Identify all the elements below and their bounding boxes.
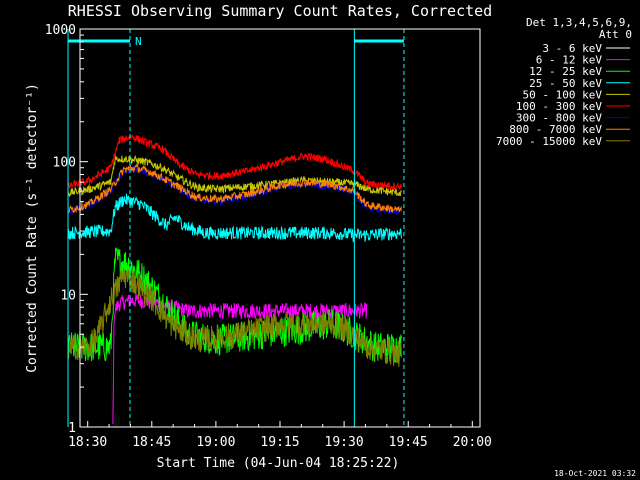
legend-label-5: 50 - 100 keV: [523, 88, 603, 101]
legend-label-8: 800 - 7000 keV: [509, 123, 602, 136]
legend-label-3: 12 - 25 keV: [529, 65, 602, 78]
footer-timestamp: 18-Oct-2021 03:32: [554, 469, 636, 478]
series-layer: [67, 134, 402, 428]
x-tick-label-4: 19:30: [325, 435, 364, 450]
series-line-8: [67, 163, 402, 214]
legend-label-2: 6 - 12 keV: [536, 54, 603, 67]
series-line-7: [67, 164, 402, 216]
chart-title: RHESSI Observing Summary Count Rates, Co…: [68, 2, 492, 20]
series-line-6: [67, 134, 402, 191]
x-tick-label-0: 18:30: [68, 435, 107, 450]
x-axis-label: Start Time (04-Jun-04 18:25:22): [157, 456, 400, 471]
x-tick-label-6: 20:00: [453, 435, 492, 450]
overlay-layer: N: [67, 29, 405, 427]
series-line-4: [67, 193, 402, 243]
series-line-9: [67, 268, 402, 367]
x-tick-label-5: 19:45: [389, 435, 428, 450]
y-tick-label-3: 1000: [45, 23, 76, 38]
legend-label-6: 100 - 300 keV: [516, 100, 602, 113]
y-axis-label: Corrected Count Rate (s⁻¹ detector⁻¹): [25, 83, 40, 373]
x-tick-label-2: 19:00: [196, 435, 235, 450]
x-tick-label-1: 18:45: [132, 435, 171, 450]
y-tick-label-0: 1: [68, 421, 76, 436]
legend-header-line-1: Det 1,3,4,5,6,9,: [526, 16, 632, 29]
legend-label-1: 3 - 6 keV: [542, 42, 602, 55]
legend-header-line-2: Att 0: [599, 28, 632, 41]
y-tick-label-2: 100: [53, 156, 76, 171]
legend-label-4: 25 - 50 keV: [529, 77, 602, 90]
y-tick-label-1: 10: [60, 288, 76, 303]
legend-label-7: 300 - 800 keV: [516, 112, 602, 125]
series-line-5: [67, 154, 402, 198]
legend-label-9: 7000 - 15000 keV: [496, 135, 602, 148]
night-annotation: N: [135, 35, 142, 48]
y-axis: 1 10 100 1000: [45, 23, 88, 436]
x-tick-label-3: 19:15: [260, 435, 299, 450]
x-axis: 18:30 18:45 19:00 19:15 19:30 19:45 20:00: [68, 421, 492, 450]
